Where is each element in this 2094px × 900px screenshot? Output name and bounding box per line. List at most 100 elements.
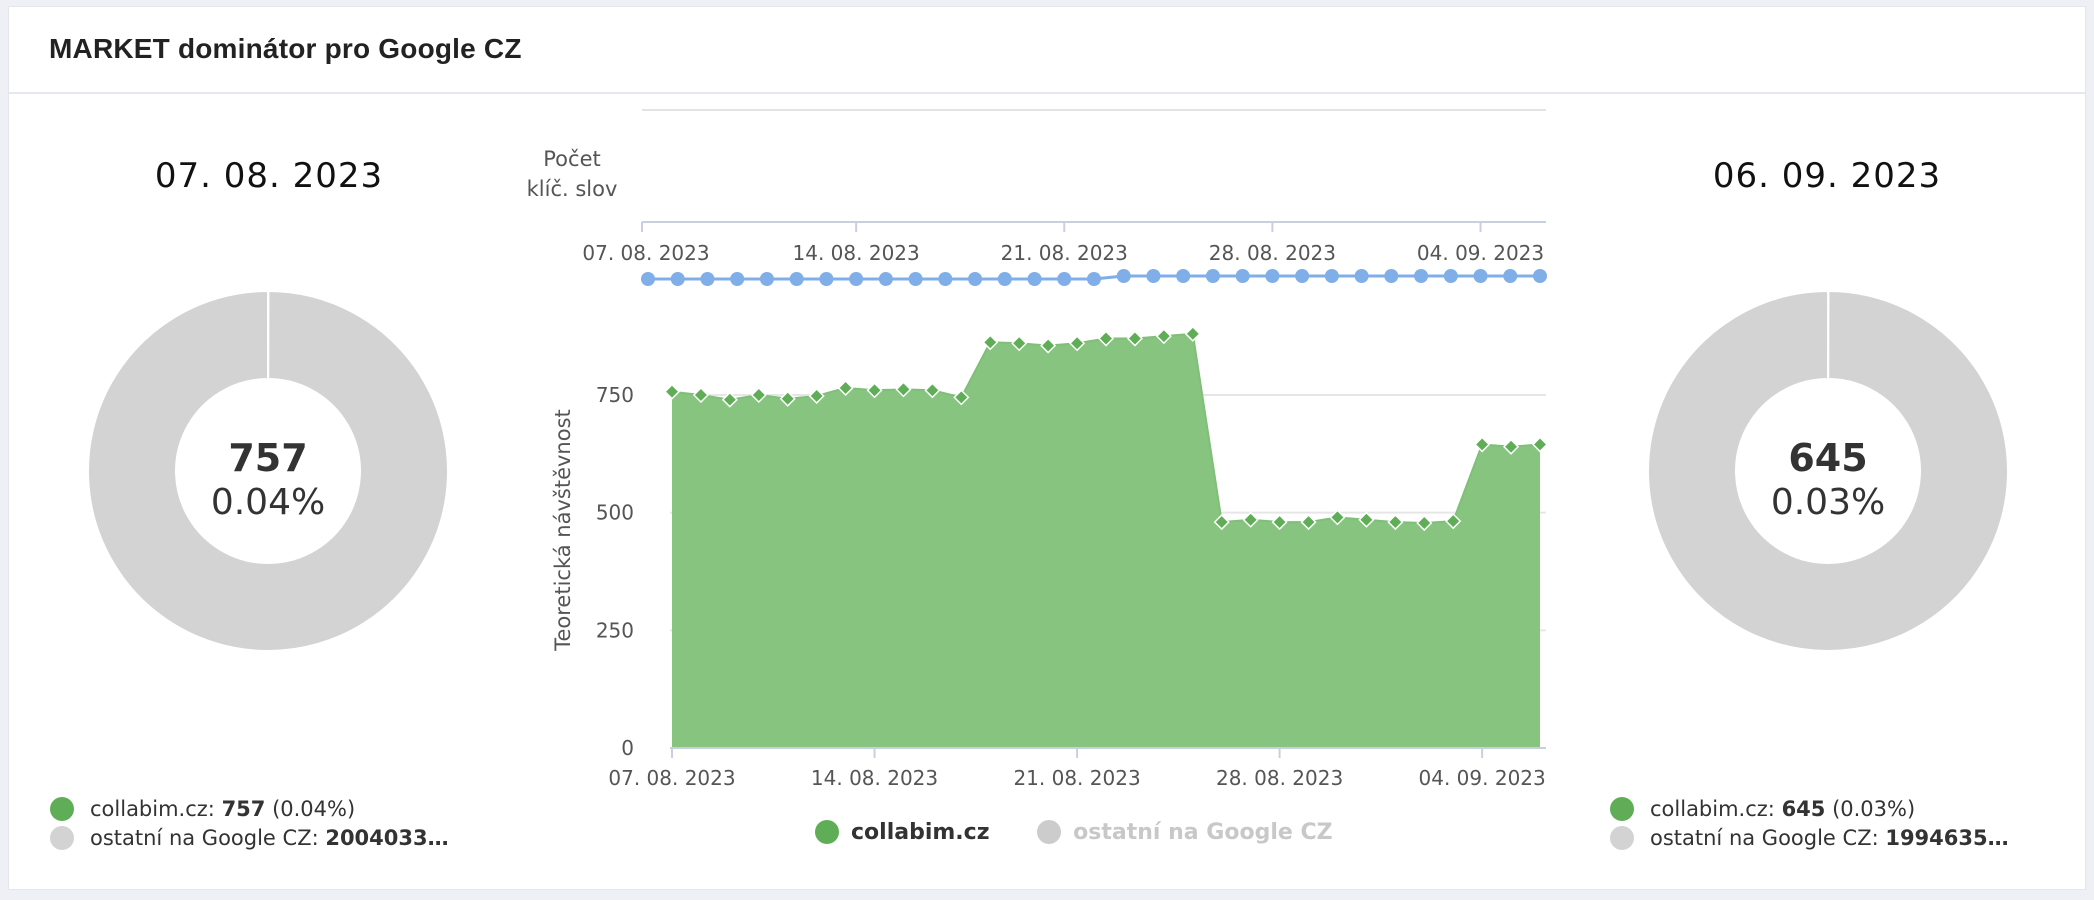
traffic-point[interactable]	[837, 379, 854, 397]
keyword-count-point[interactable]	[1354, 269, 1369, 283]
keyword-count-point[interactable]	[1027, 272, 1042, 286]
traffic-point[interactable]	[1271, 514, 1288, 531]
area-x-tick-label: 21. 08. 2023	[1013, 766, 1140, 790]
traffic-point[interactable]	[1300, 514, 1317, 531]
keyword-count-point[interactable]	[759, 272, 774, 286]
keyword-count-point[interactable]	[1176, 269, 1191, 283]
traffic-point[interactable]	[721, 391, 738, 408]
legend-value: 2004033…	[325, 826, 449, 850]
traffic-point[interactable]	[1213, 514, 1230, 531]
right-center-percent: 0.03%	[1770, 482, 1886, 523]
right-date-label: 06. 09. 2023	[1712, 156, 1942, 196]
traffic-point[interactable]	[1387, 514, 1404, 531]
left-donut-center: 757 0.04%	[168, 435, 368, 525]
left-center-value: 757	[228, 436, 308, 480]
keyword-count-point[interactable]	[938, 272, 953, 286]
keyword-count-point[interactable]	[730, 272, 745, 286]
keyword-count-point[interactable]	[878, 272, 893, 286]
panel-header: MARKET dominátor pro Google CZ	[9, 7, 2085, 94]
keyword-count-point[interactable]	[849, 272, 864, 286]
traffic-point[interactable]	[1242, 511, 1259, 528]
keyword-count-point[interactable]	[1116, 269, 1131, 283]
keyword-count-point[interactable]	[1146, 269, 1161, 283]
legend-dot-icon	[1610, 826, 1634, 850]
legend-label: collabim.cz	[851, 820, 990, 845]
traffic-point[interactable]	[750, 386, 767, 404]
keyword-count-point[interactable]	[1265, 269, 1280, 283]
keyword-count-point[interactable]	[1533, 269, 1547, 283]
traffic-point[interactable]	[1531, 436, 1549, 453]
legend-dot-icon	[815, 820, 839, 844]
right-legend-row-collabim[interactable]: collabim.cz: 645 (0.03%)	[1610, 795, 2009, 824]
keyword-count-point[interactable]	[1057, 272, 1072, 286]
donut-slice-others[interactable]	[87, 290, 449, 652]
center-legend-item-collabim[interactable]: collabim.cz	[815, 820, 990, 845]
left-legend: collabim.cz: 757 (0.04%) ostatní na Goog…	[50, 795, 449, 853]
traffic-point[interactable]	[1040, 337, 1057, 354]
traffic-point[interactable]	[1126, 330, 1143, 347]
center-legend-item-others[interactable]: ostatní na Google CZ	[1037, 820, 1333, 845]
left-date-label: 07. 08. 2023	[154, 156, 384, 196]
legend-value: 1994635…	[1885, 826, 2009, 850]
legend-label: collabim.cz:	[1650, 797, 1782, 821]
legend-dot-icon	[1037, 820, 1062, 844]
keyword-count-point[interactable]	[1324, 269, 1339, 283]
traffic-point[interactable]	[1329, 509, 1346, 526]
keyword-count-point[interactable]	[641, 272, 655, 286]
keyword-count-point[interactable]	[1087, 272, 1101, 286]
keyword-count-point[interactable]	[700, 272, 715, 286]
left-donut-chart[interactable]	[87, 290, 449, 652]
keyword-count-point[interactable]	[908, 272, 923, 286]
keyword-count-point[interactable]	[819, 272, 834, 286]
traffic-point[interactable]	[1416, 514, 1433, 532]
keyword-count-point[interactable]	[1414, 269, 1429, 283]
traffic-point[interactable]	[895, 381, 912, 398]
legend-value: 645	[1781, 797, 1826, 821]
traffic-point[interactable]	[779, 390, 796, 407]
traffic-point[interactable]	[866, 382, 883, 399]
traffic-point[interactable]	[953, 389, 970, 406]
left-legend-row-others[interactable]: ostatní na Google CZ: 2004033…	[50, 824, 449, 853]
keyword-count-point[interactable]	[997, 272, 1012, 286]
traffic-point[interactable]	[1184, 325, 1201, 342]
keyword-count-point[interactable]	[1473, 269, 1488, 283]
area-y-tick-label: 0	[621, 736, 634, 760]
traffic-point[interactable]	[982, 334, 999, 351]
traffic-point[interactable]	[663, 383, 681, 400]
traffic-point[interactable]	[692, 386, 709, 404]
right-donut-chart[interactable]	[1647, 290, 2009, 652]
traffic-area	[672, 333, 1540, 748]
traffic-point[interactable]	[1358, 511, 1375, 528]
legend-dot-icon	[50, 797, 74, 821]
traffic-point[interactable]	[1097, 330, 1115, 347]
keyword-count-point[interactable]	[1384, 269, 1399, 283]
area-y-label: Teoretická návštěvnost	[551, 409, 575, 652]
keyword-count-point[interactable]	[1503, 269, 1518, 283]
legend-label: ostatní na Google CZ:	[90, 826, 326, 850]
traffic-point[interactable]	[1069, 335, 1086, 352]
left-legend-row-collabim[interactable]: collabim.cz: 757 (0.04%)	[50, 795, 449, 824]
keyword-count-point[interactable]	[968, 272, 983, 286]
keyword-count-point[interactable]	[1235, 269, 1250, 283]
keyword-count-point[interactable]	[1295, 269, 1310, 283]
panel-title: MARKET dominátor pro Google CZ	[49, 33, 522, 64]
donut-slice-others[interactable]	[1647, 290, 2009, 652]
traffic-point[interactable]	[924, 382, 941, 399]
traffic-point[interactable]	[1011, 335, 1028, 352]
keyword-count-point[interactable]	[789, 272, 804, 286]
traffic-point[interactable]	[1503, 438, 1520, 455]
keyword-count-point[interactable]	[670, 272, 685, 286]
area-y-tick-label: 250	[596, 618, 634, 642]
traffic-point[interactable]	[1474, 436, 1491, 453]
right-legend-row-others[interactable]: ostatní na Google CZ: 1994635…	[1610, 824, 2009, 853]
traffic-point[interactable]	[1445, 513, 1462, 530]
area-y-tick-label: 500	[596, 501, 634, 525]
top-x-tick-label: 07. 08. 2023	[582, 241, 709, 265]
traffic-point[interactable]	[808, 387, 825, 405]
keyword-count-point[interactable]	[1443, 269, 1458, 283]
traffic-point[interactable]	[1155, 328, 1172, 345]
legend-suffix: (0.03%)	[1825, 797, 1916, 821]
keyword-count-point[interactable]	[1205, 269, 1220, 283]
legend-dot-icon	[50, 826, 74, 850]
top-x-tick-label: 04. 09. 2023	[1417, 241, 1544, 265]
